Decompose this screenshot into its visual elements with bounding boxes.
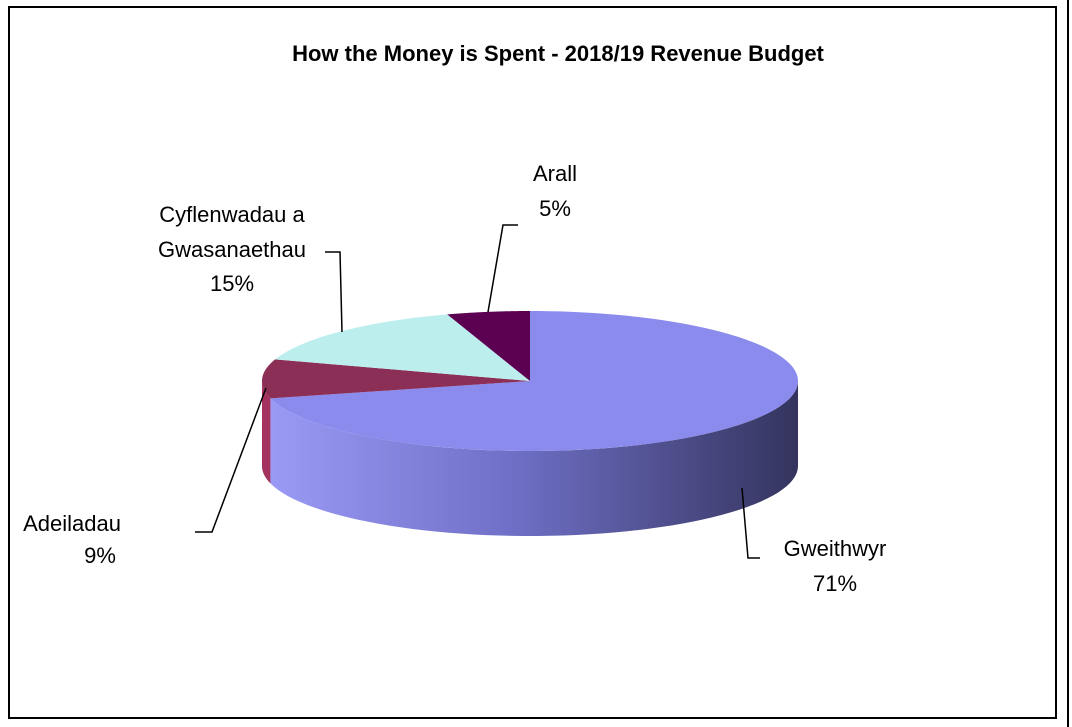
category-label: Gweithwyr [784, 536, 887, 561]
category-label: Arall [533, 161, 577, 186]
pie-slice-side [270, 381, 799, 536]
category-label: Cyflenwadau a Gwasanaethau [158, 202, 306, 262]
leader-line [325, 251, 343, 333]
value-label: 5% [539, 196, 571, 221]
pie-slice [275, 314, 530, 381]
value-label: 9% [84, 543, 116, 568]
pie-slice [262, 359, 530, 399]
chart-title: How the Money is Spent - 2018/19 Revenue… [292, 41, 824, 66]
leader-line [487, 224, 518, 313]
category-label-box: Cyflenwadau a Gwasanaethau [158, 202, 306, 262]
category-label: Adeiladau [23, 511, 121, 536]
pie-slice-side [262, 381, 271, 484]
value-label: 71% [813, 571, 857, 596]
pie-slice [270, 311, 798, 451]
leader-line [741, 487, 760, 559]
pie-slice [447, 311, 530, 381]
leader-line [195, 387, 267, 533]
chart-frame [8, 6, 1057, 719]
value-label: 15% [210, 271, 254, 296]
